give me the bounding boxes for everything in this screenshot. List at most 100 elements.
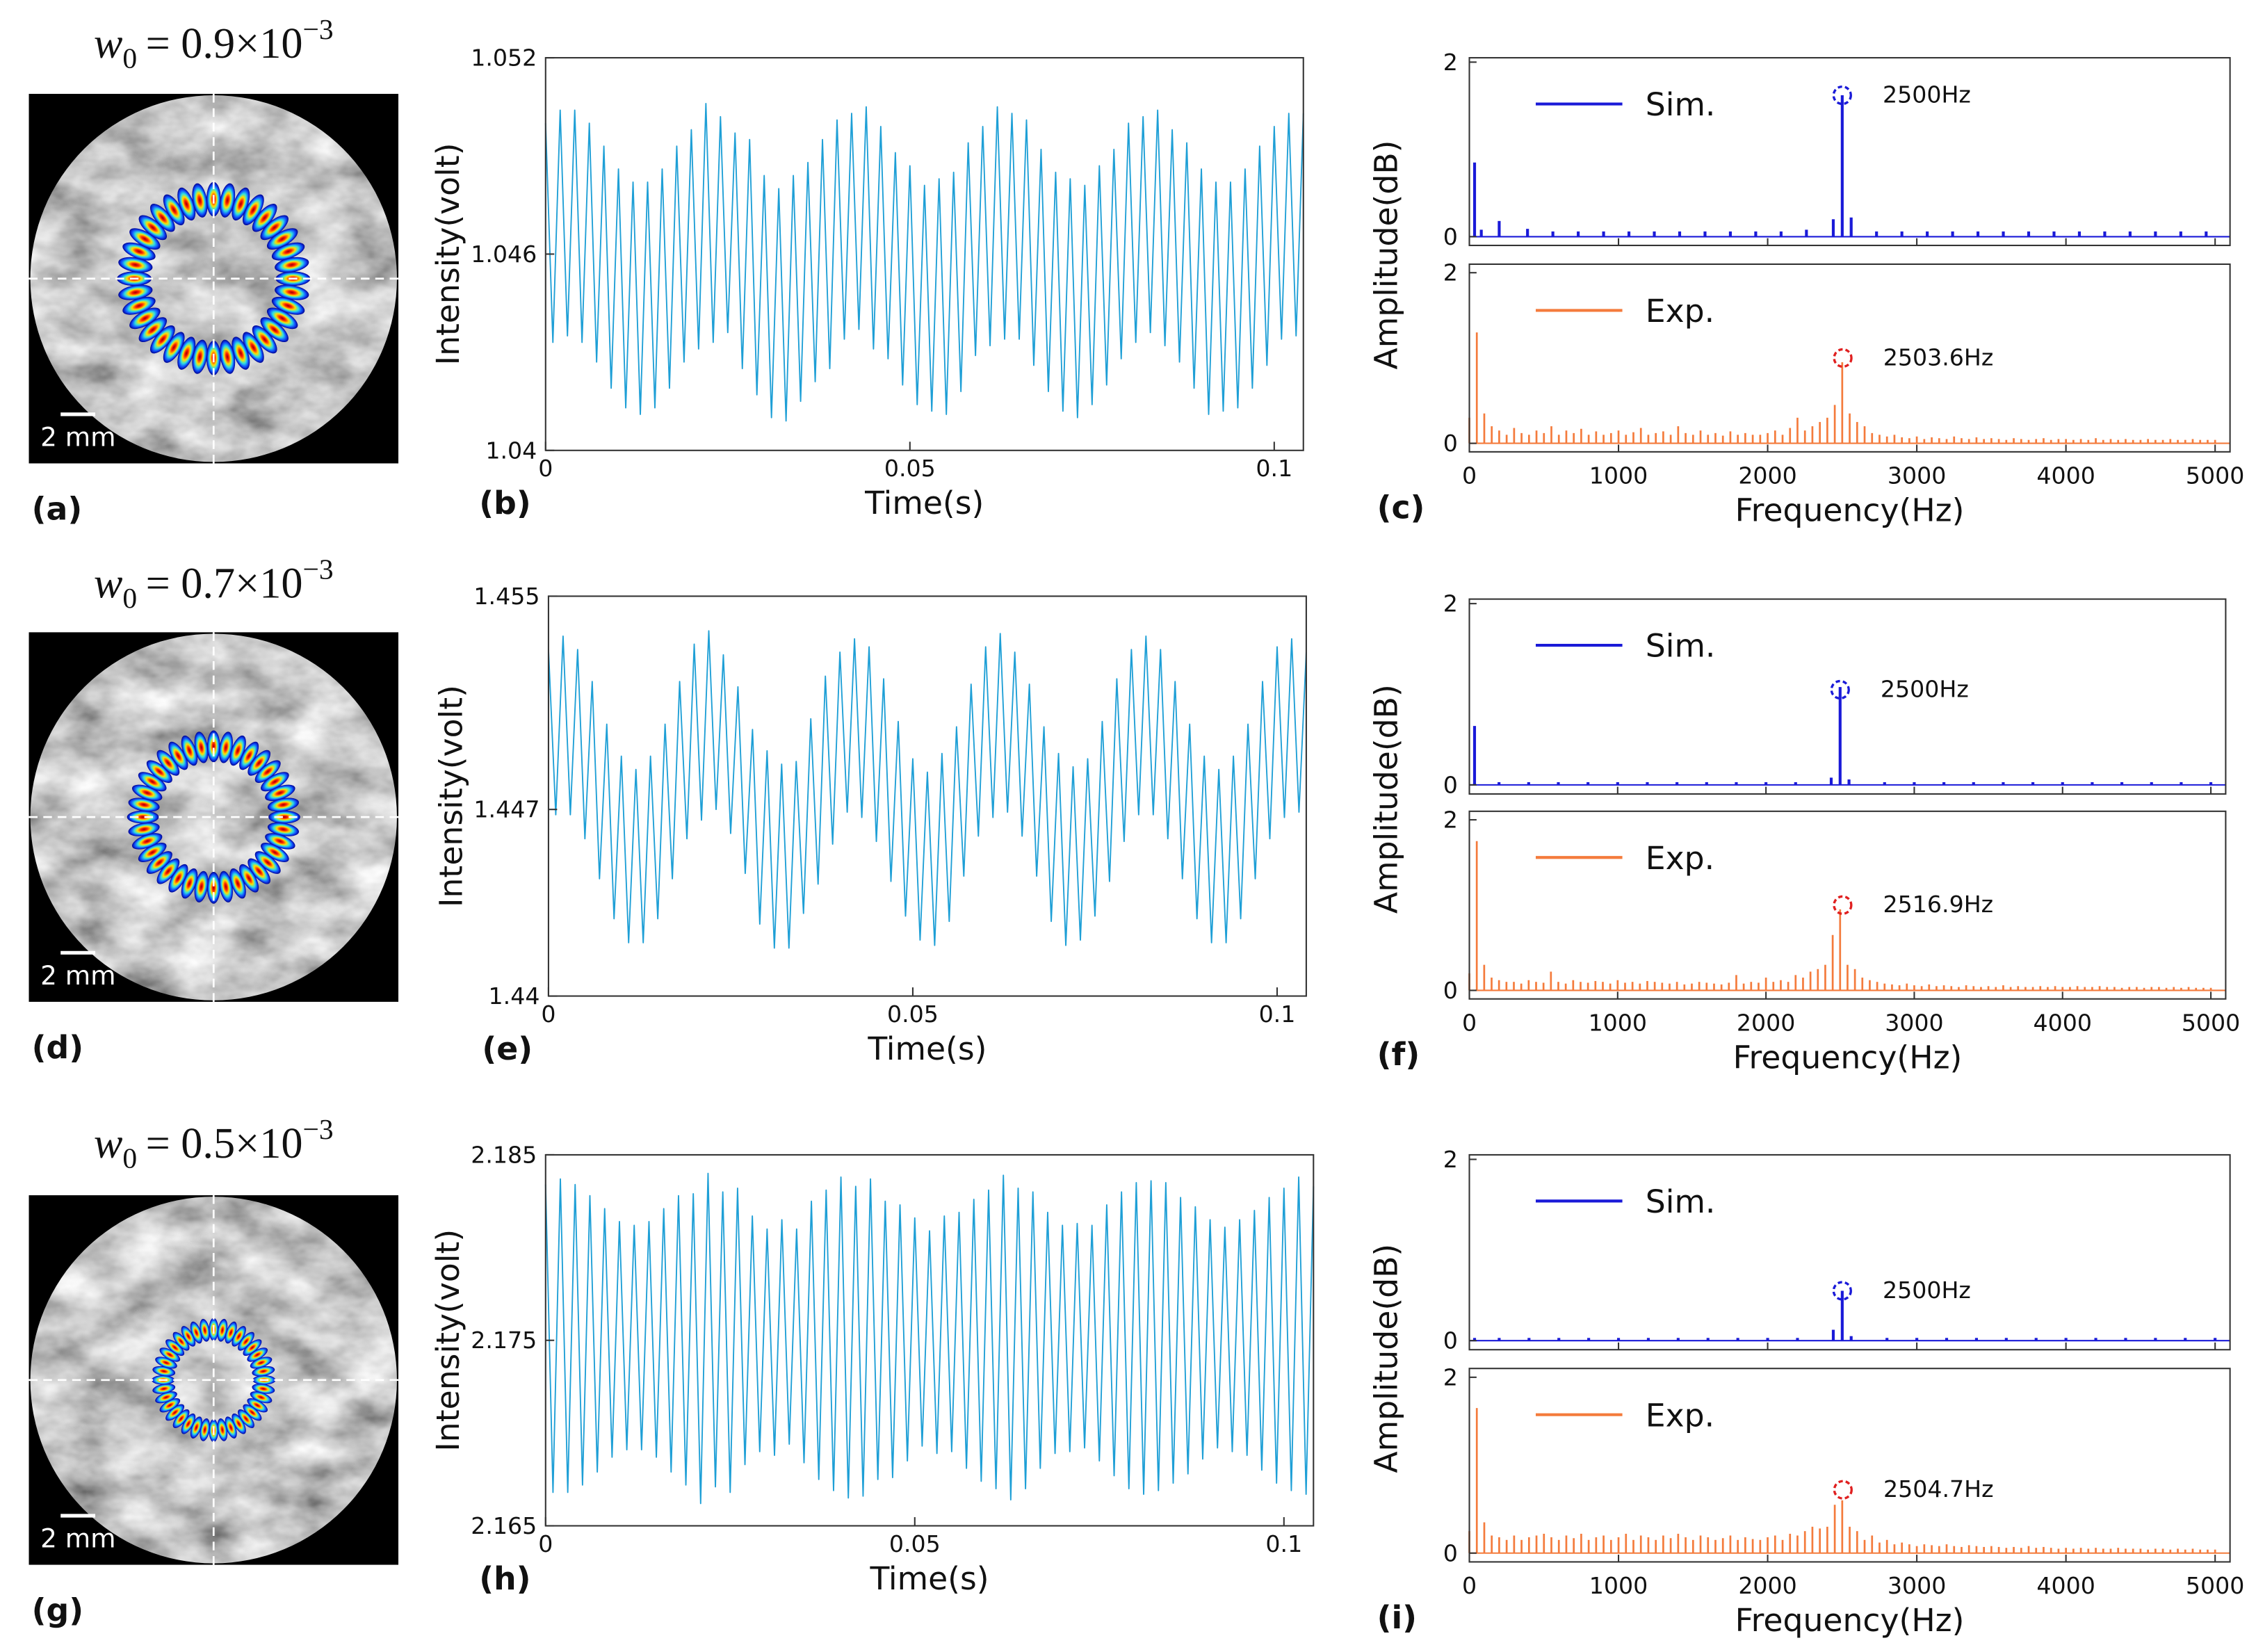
panel-label: (g) bbox=[32, 1592, 83, 1629]
x-axis-label: Frequency(Hz) bbox=[1735, 1602, 1965, 1639]
plot-frame bbox=[1468, 598, 2227, 795]
y-axis-label: Intensity(volt) bbox=[432, 685, 469, 907]
beam-lobe bbox=[146, 851, 172, 874]
panel-label: (a) bbox=[32, 490, 83, 527]
beam-lobe bbox=[250, 1357, 273, 1369]
beam-lobe bbox=[156, 750, 180, 776]
scale-label: 2 mm bbox=[40, 1523, 115, 1554]
x-tick-label: 0.05 bbox=[884, 455, 936, 482]
beam-lobe bbox=[225, 1416, 237, 1439]
beam-lobe bbox=[131, 784, 163, 802]
y-axis-label: Intensity(volt) bbox=[430, 1229, 466, 1452]
beam-lobe bbox=[217, 1318, 228, 1342]
beam-lobe bbox=[156, 858, 180, 884]
y-tick-label: 1.447 bbox=[473, 796, 539, 823]
y-tick-label: 0 bbox=[1443, 223, 1458, 250]
beam-lobe bbox=[128, 797, 160, 812]
beam-lobe bbox=[229, 735, 246, 766]
x-tick-label: 0.1 bbox=[1259, 1001, 1296, 1028]
y-tick-label: 0 bbox=[1443, 977, 1458, 1004]
y-tick-label: 1.052 bbox=[471, 44, 537, 72]
x-tick-label: 0 bbox=[538, 455, 553, 482]
legend-label: Sim. bbox=[1646, 628, 1716, 665]
peak-annotation: 2500Hz bbox=[1883, 81, 1971, 108]
beam-lobe bbox=[243, 1404, 262, 1421]
y-tick-label: 2.165 bbox=[471, 1512, 537, 1539]
beam-lobe bbox=[242, 332, 264, 363]
beam-lobe bbox=[194, 731, 209, 763]
beam-lobe bbox=[252, 1366, 275, 1377]
peak-marker bbox=[1830, 679, 1850, 700]
beam-lobe bbox=[118, 284, 153, 300]
beam-lobe bbox=[190, 1416, 203, 1439]
title-symbol: w bbox=[94, 20, 123, 67]
beam-lobe bbox=[155, 1391, 177, 1404]
beam-lobe bbox=[232, 187, 250, 221]
beam-lobe bbox=[181, 1326, 196, 1347]
peak-annotation: 2503.6Hz bbox=[1883, 343, 1994, 371]
x-tick-label: 0 bbox=[1462, 462, 1477, 489]
plot-frame bbox=[547, 595, 1307, 997]
beam-lobe bbox=[267, 822, 300, 836]
beam-lobe bbox=[239, 864, 259, 893]
scale-label: 2 mm bbox=[40, 960, 115, 991]
beam-lobe bbox=[218, 731, 233, 763]
beam-lobe bbox=[261, 842, 289, 862]
y-tick-label: 0 bbox=[1443, 430, 1458, 457]
peak-annotation: 2504.7Hz bbox=[1883, 1475, 1994, 1503]
beam-lobe bbox=[190, 1321, 203, 1344]
beam-lobe bbox=[238, 1331, 254, 1351]
beam-lobe bbox=[149, 204, 175, 232]
title-superscript: −3 bbox=[303, 553, 334, 585]
beam-lobe bbox=[138, 772, 167, 792]
x-tick-label: 0 bbox=[541, 1001, 555, 1028]
beam-lobe bbox=[271, 242, 305, 261]
x-tick-label: 1000 bbox=[1589, 1009, 1647, 1036]
beam-lobe bbox=[127, 810, 159, 824]
beam-lobe bbox=[247, 858, 270, 884]
beam-lobe bbox=[247, 1398, 268, 1413]
beam-lobe bbox=[260, 317, 289, 343]
x-tick-label: 4000 bbox=[2036, 1572, 2095, 1599]
x-tick-label: 5000 bbox=[2186, 462, 2244, 489]
beam-lobe bbox=[152, 1384, 176, 1394]
beam-lobe bbox=[138, 215, 168, 241]
beam-lobe bbox=[165, 1404, 185, 1421]
y-axis-label: Intensity(volt) bbox=[430, 143, 466, 365]
x-tick-label: 0 bbox=[1462, 1009, 1477, 1036]
sample-surface bbox=[30, 1197, 397, 1564]
beam-lobe bbox=[239, 741, 259, 770]
y-tick-label: 2 bbox=[1443, 807, 1458, 834]
beam-lobe bbox=[192, 183, 208, 218]
beam-lobe bbox=[177, 187, 196, 221]
beam-lobe bbox=[252, 204, 277, 232]
y-tick-label: 1.44 bbox=[489, 982, 540, 1010]
title-equation: = 0.5×10 bbox=[146, 1120, 303, 1167]
y-tick-label: 2 bbox=[1443, 590, 1458, 617]
beam-lobe bbox=[159, 1347, 181, 1362]
plot-frame bbox=[1468, 1153, 2231, 1351]
title-subscript: 0 bbox=[122, 42, 137, 74]
beam-lobe bbox=[118, 257, 153, 273]
x-tick-label: 0 bbox=[1462, 1572, 1477, 1599]
beam-lobe bbox=[261, 772, 289, 792]
beam-lobe bbox=[252, 325, 277, 354]
x-tick-label: 5000 bbox=[2182, 1009, 2240, 1036]
peak-annotation: 2500Hz bbox=[1883, 1277, 1971, 1304]
peak-annotation: 2516.9Hz bbox=[1883, 891, 1994, 918]
beam-lobe bbox=[168, 741, 188, 770]
scale-label: 2 mm bbox=[40, 422, 115, 453]
panel-label: (h) bbox=[479, 1560, 530, 1597]
y-tick-label: 0 bbox=[1443, 771, 1458, 798]
x-axis-label: Frequency(Hz) bbox=[1735, 492, 1965, 529]
beam-lobe bbox=[165, 1339, 185, 1357]
beam-lobe bbox=[159, 1398, 181, 1413]
signal-line bbox=[544, 103, 1304, 422]
legend-label: Sim. bbox=[1646, 1183, 1716, 1220]
panel-label: (d) bbox=[32, 1029, 83, 1066]
beam-lobe bbox=[146, 760, 172, 784]
x-tick-label: 3000 bbox=[1885, 1009, 1944, 1036]
beam-lobe bbox=[177, 337, 196, 370]
y-tick-label: 2 bbox=[1443, 1363, 1458, 1391]
x-axis-label: Time(s) bbox=[867, 1030, 987, 1067]
